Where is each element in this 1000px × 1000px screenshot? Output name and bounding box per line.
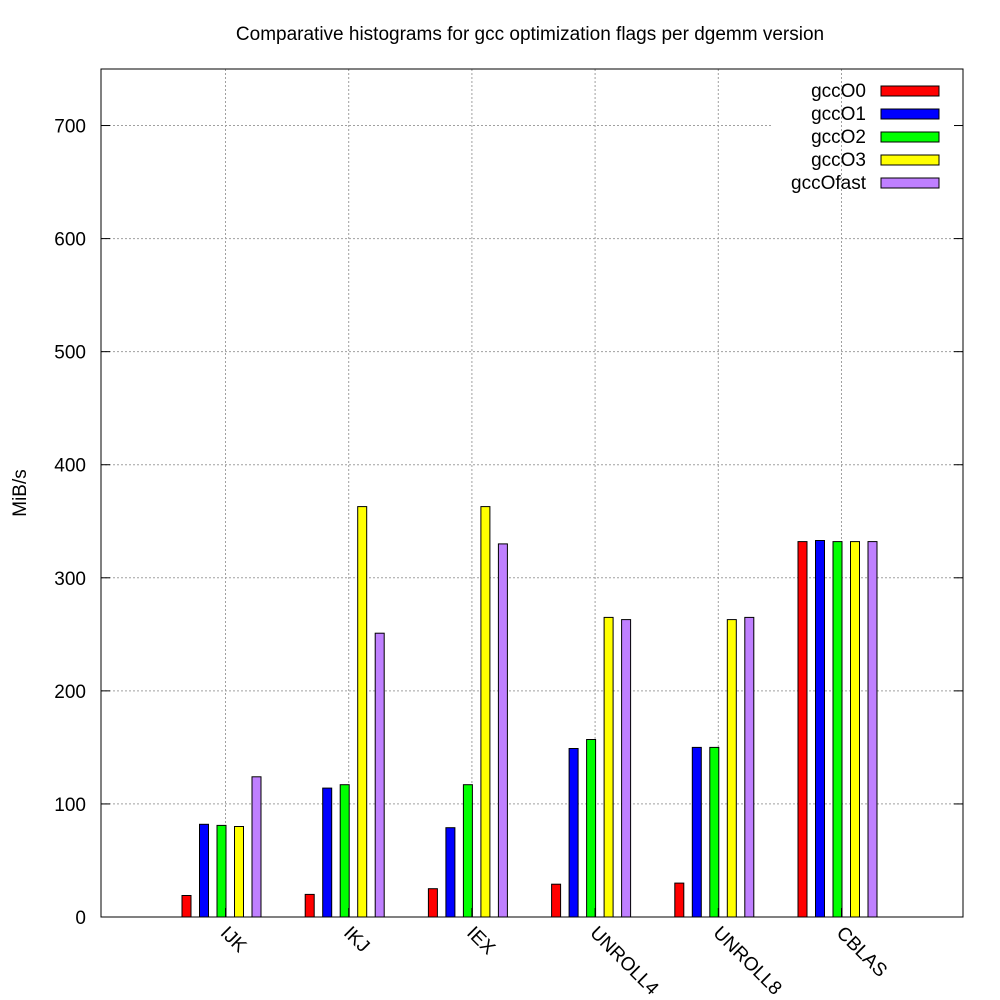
bar	[480, 506, 491, 918]
legend-label: gccO0	[811, 81, 866, 102]
bar	[797, 541, 808, 918]
y-tick-label: 100	[54, 795, 86, 816]
legend-label: gccO1	[811, 104, 866, 125]
bar	[586, 739, 597, 918]
y-tick-label: 500	[54, 343, 86, 364]
bar	[744, 616, 755, 918]
bar	[374, 632, 385, 918]
plot-border	[100, 68, 964, 918]
legend-label: gccO3	[811, 150, 866, 171]
bar	[603, 616, 614, 918]
x-tick-label: UNROLL4	[586, 923, 663, 1000]
bar	[832, 541, 843, 918]
x-tick-label: IKJ	[339, 923, 373, 957]
y-tick-label: 300	[54, 569, 86, 590]
legend-swatch	[880, 85, 940, 97]
y-tick-label: 0	[75, 908, 86, 929]
legend-swatch	[880, 131, 940, 143]
bar	[691, 746, 702, 918]
bar	[815, 540, 825, 918]
x-tick-label: CBLAS	[832, 923, 891, 982]
chart-title: Comparative histograms for gcc optimizat…	[236, 24, 824, 45]
legend-swatch	[880, 154, 940, 166]
bar	[322, 787, 333, 918]
bar	[251, 776, 262, 918]
bar	[709, 746, 720, 918]
axes: 0 100 200 300 400 500 600 700 IJK IKJ IEX UNROLL4 UN…	[54, 68, 964, 1000]
bar	[497, 543, 508, 918]
bar	[867, 541, 878, 918]
grid	[101, 69, 963, 917]
y-tick-label: 200	[54, 682, 86, 703]
x-tick-label: UNROLL8	[709, 923, 786, 1000]
bar	[726, 619, 737, 918]
legend-label: gccO2	[811, 127, 866, 148]
legend-swatch	[880, 108, 940, 120]
bar	[621, 619, 632, 918]
legend-label: gccOfast	[791, 173, 867, 194]
bar	[181, 895, 192, 918]
bar	[234, 826, 244, 918]
bar	[568, 748, 579, 918]
x-tick-label: IEX	[462, 923, 499, 960]
y-tick-label: 400	[54, 456, 86, 477]
bar	[551, 883, 562, 918]
bar	[427, 888, 438, 918]
bar	[850, 541, 860, 918]
x-tick-label: IJK	[216, 923, 250, 957]
bar	[216, 824, 227, 918]
bar	[445, 827, 456, 918]
legend-swatch	[880, 177, 940, 189]
bar	[462, 784, 473, 918]
bar	[674, 882, 685, 918]
bar	[304, 893, 315, 918]
bars	[181, 506, 878, 918]
bar	[357, 506, 368, 918]
y-tick-label: 600	[54, 230, 86, 251]
bar	[199, 823, 209, 918]
y-axis-label: MiB/s	[10, 469, 31, 517]
y-tick-label: 700	[54, 117, 86, 138]
bar	[339, 784, 350, 918]
